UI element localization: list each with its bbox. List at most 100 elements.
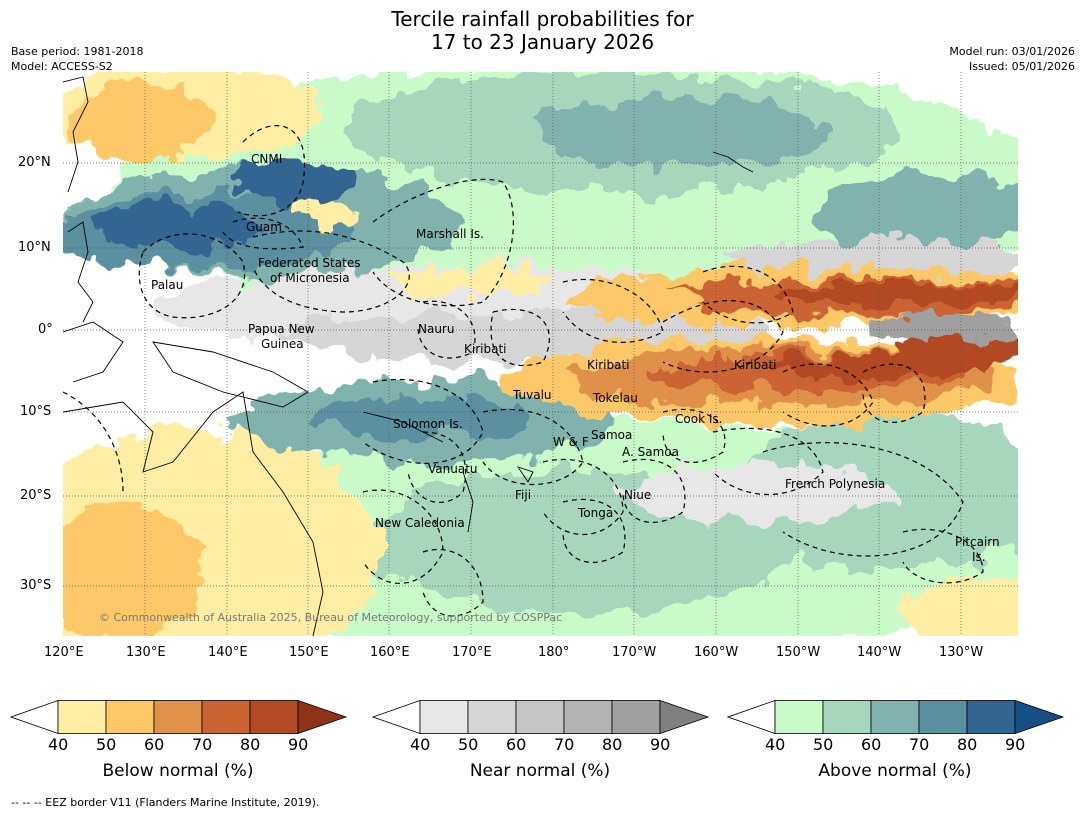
copyright-notice: © Commonwealth of Australia 2025, Bureau… — [99, 611, 562, 624]
colorbar-tick-label: 90 — [288, 735, 309, 754]
place-label-kiribati-central: Kiribati — [587, 358, 629, 372]
colorbar-segment — [467, 700, 517, 734]
colorbar-segment — [774, 700, 824, 734]
place-label-png-line2: Guinea — [261, 337, 304, 351]
place-label-marshall-is: Marshall Is. — [416, 227, 484, 241]
colorbar-tick-label: 60 — [144, 735, 165, 754]
place-label-american-samoa: A. Samoa — [622, 445, 679, 459]
colorbar-extend-high — [297, 700, 348, 734]
colorbar-tick-label: 40 — [48, 735, 69, 754]
colorbar-segment — [966, 700, 1016, 734]
place-label-fiji: Fiji — [515, 488, 531, 502]
place-label-new-caledonia: New Caledonia — [375, 516, 465, 530]
place-label-cnmi: CNMI — [251, 152, 282, 166]
lon-label-140e: 140°E — [208, 645, 248, 660]
colorbar-extend-high — [1014, 700, 1065, 734]
lon-label-160w: 160°W — [694, 645, 739, 660]
colorbar-tick-label: 50 — [813, 735, 834, 754]
colorbar-segment — [611, 700, 661, 734]
lat-label-20s: 20°S — [20, 488, 52, 503]
place-label-niue: Niue — [624, 488, 651, 502]
colorbar-tick-label: 90 — [650, 735, 671, 754]
colorbar-tick-label: 50 — [458, 735, 479, 754]
lon-label-170e: 170°E — [452, 645, 492, 660]
rainfall-probability-map: CNMI Guam Marshall Is. Federated States … — [63, 72, 1018, 636]
place-label-french-polynesia: French Polynesia — [785, 477, 885, 491]
colorbar-tick-label: 70 — [192, 735, 213, 754]
colorbar-tick-label: 90 — [1005, 735, 1026, 754]
place-label-fsm-line2: of Micronesia — [270, 271, 350, 285]
place-label-pitcairn-line2: Is. — [972, 550, 986, 564]
lat-label-20n: 20°N — [18, 155, 51, 170]
colorbar-extend-low — [372, 700, 421, 734]
colorbar-segment — [822, 700, 872, 734]
lat-label-10s: 10°S — [20, 404, 52, 419]
colorbar-tick-label: 70 — [909, 735, 930, 754]
lat-label-30s: 30°S — [20, 578, 52, 593]
colorbar-below-normal — [10, 700, 348, 734]
place-label-vanuatu: Vanuatu — [428, 462, 478, 476]
colorbar-extend-low — [10, 700, 59, 734]
colorbar-segment — [515, 700, 565, 734]
colorbar-near-normal-label: Near normal (%) — [469, 761, 611, 781]
lon-label-160e: 160°E — [370, 645, 410, 660]
place-label-png-line1: Papua New — [248, 322, 315, 336]
place-label-samoa: Samoa — [591, 428, 632, 442]
eez-footnote: -- -- -- EEZ border V11 (Flanders Marine… — [11, 796, 320, 809]
lat-label-0: 0° — [38, 322, 53, 337]
colorbar-above-normal-label: Above normal (%) — [818, 761, 972, 781]
colorbar-tick-label: 60 — [506, 735, 527, 754]
colorbar-tick-label: 80 — [957, 735, 978, 754]
place-label-wallis-futuna: W & F — [553, 435, 589, 449]
place-labels: CNMI Guam Marshall Is. Federated States … — [151, 152, 1000, 564]
graticule — [63, 72, 1018, 636]
lon-label-140w: 140°W — [857, 645, 902, 660]
lat-label-10n: 10°N — [18, 240, 51, 255]
place-label-nauru: Nauru — [418, 322, 454, 336]
colorbar-below-normal-label: Below normal (%) — [102, 761, 254, 781]
lon-label-150e: 150°E — [289, 645, 329, 660]
colorbar-segment — [870, 700, 920, 734]
lon-label-130e: 130°E — [126, 645, 166, 660]
lon-label-180: 180° — [538, 645, 570, 660]
colorbar-tick-label: 60 — [861, 735, 882, 754]
place-label-kiribati-west: Kiribati — [464, 342, 506, 356]
colorbar-segment — [57, 700, 107, 734]
colorbar-tick-label: 50 — [96, 735, 117, 754]
lon-label-150w: 150°W — [776, 645, 821, 660]
place-label-palau: Palau — [151, 278, 183, 292]
map-title-line1: Tercile rainfall probabilities for — [391, 7, 694, 31]
map-title-line2: 17 to 23 January 2026 — [430, 30, 655, 54]
colorbar-tick-label: 80 — [240, 735, 261, 754]
colorbar-segment — [249, 700, 299, 734]
colorbar-near-normal — [372, 700, 710, 734]
coastlines — [63, 76, 754, 636]
colorbar-tick-label: 70 — [554, 735, 575, 754]
place-label-fsm-line1: Federated States — [258, 256, 360, 270]
colorbar-segment — [201, 700, 251, 734]
colorbar-segment — [105, 700, 155, 734]
colorbar-tick-label: 40 — [410, 735, 431, 754]
colorbar-tick-label: 80 — [602, 735, 623, 754]
place-label-tuvalu: Tuvalu — [512, 388, 552, 402]
colorbar-segment — [419, 700, 469, 734]
map-canvas: CNMI Guam Marshall Is. Federated States … — [63, 72, 1018, 636]
place-label-pitcairn-line1: Pitcairn — [955, 535, 1000, 549]
issued-date: Issued: 05/01/2026 — [968, 60, 1075, 73]
colorbar-tick-label: 40 — [765, 735, 786, 754]
place-label-tokelau: Tokelau — [592, 391, 638, 405]
colorbar-segment — [918, 700, 968, 734]
place-label-kiribati-east: Kiribati — [734, 358, 776, 372]
colorbar-extend-high — [659, 700, 710, 734]
model-name: Model: ACCESS-S2 — [11, 60, 113, 73]
base-period: Base period: 1981-2018 — [11, 45, 144, 58]
model-run-date: Model run: 03/01/2026 — [949, 45, 1075, 58]
eez-borders — [63, 125, 984, 617]
colorbar-extend-low — [727, 700, 776, 734]
probability-fields — [63, 72, 1018, 636]
lon-label-170w: 170°W — [612, 645, 657, 660]
colorbar-above-normal — [727, 700, 1065, 734]
place-label-solomon-is: Solomon Is. — [393, 417, 463, 431]
lon-label-120e: 120°E — [44, 645, 84, 660]
lon-label-130w: 130°W — [939, 645, 984, 660]
